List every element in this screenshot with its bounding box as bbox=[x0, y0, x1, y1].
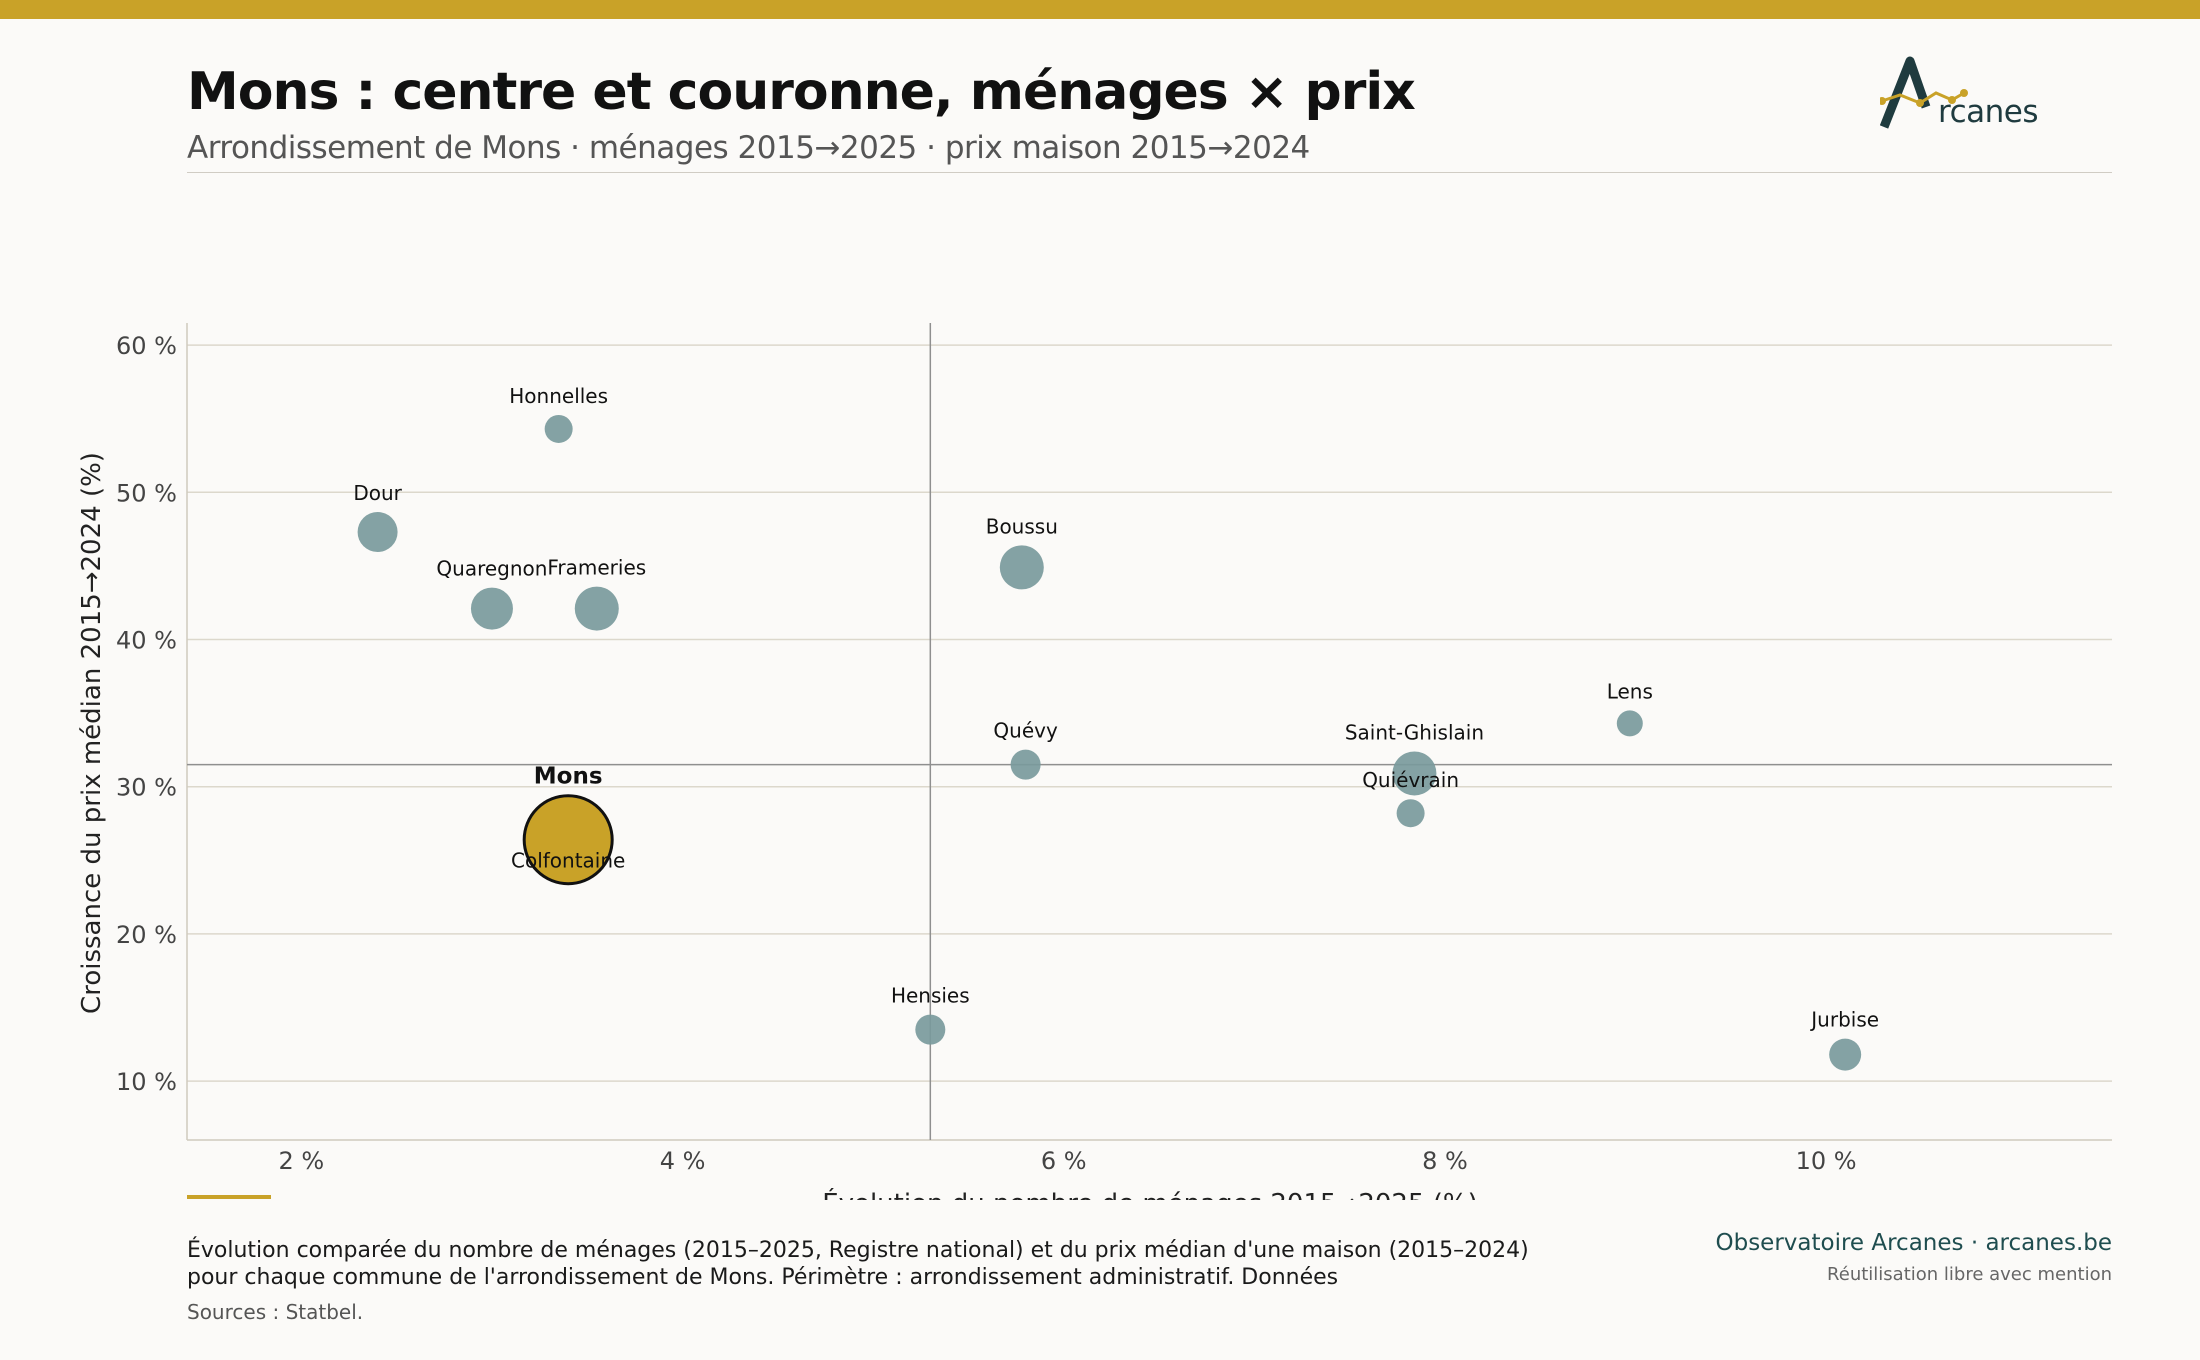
y-tick-label: 20 % bbox=[116, 921, 177, 949]
x-tick-label: 8 % bbox=[1422, 1147, 1468, 1175]
label-frameries: Frameries bbox=[547, 556, 646, 580]
point-labels: Honnelles Dour Quaregnon Frameries Boussu Qué… bbox=[353, 384, 1879, 1032]
point-honnelles bbox=[544, 414, 573, 443]
x-tick-label: 6 % bbox=[1041, 1147, 1087, 1175]
point-mons bbox=[522, 794, 614, 886]
label-qu-vy: Quévy bbox=[993, 719, 1058, 743]
x-tick-label: 10 % bbox=[1796, 1147, 1857, 1175]
header-divider bbox=[187, 172, 2112, 173]
page-subtitle: Arrondissement de Mons · ménages 2015→20… bbox=[187, 130, 1310, 166]
point-frameries bbox=[574, 586, 619, 631]
point-saint-ghislain bbox=[1392, 751, 1437, 796]
arcanes-logo-icon bbox=[1880, 56, 1968, 129]
point-dour bbox=[357, 512, 398, 553]
point-qu-vy bbox=[1010, 749, 1041, 780]
footer-accent-line bbox=[187, 1195, 271, 1199]
logo-wordmark: rcanes bbox=[1938, 94, 2038, 130]
label-quaregnon: Quaregnon bbox=[436, 557, 547, 581]
y-tick-label: 40 % bbox=[116, 626, 177, 654]
y-tick-label: 30 % bbox=[116, 774, 177, 802]
page-title: Mons : centre et couronne, ménages × pri… bbox=[187, 62, 1416, 122]
y-tick-label: 50 % bbox=[116, 479, 177, 507]
label-honnelles: Honnelles bbox=[509, 384, 608, 408]
point-hensies bbox=[915, 1014, 946, 1045]
scatter-chart: 10 %20 %30 %40 %50 %60 %2 % 4 % 6 % 8 % 10 %… bbox=[77, 323, 2112, 1200]
footer-sources: Sources : Statbel. bbox=[187, 1300, 364, 1324]
label-saint-ghislain: Saint-Ghislain bbox=[1345, 720, 1484, 744]
point-lens bbox=[1616, 710, 1643, 737]
x-tick-label: 4 % bbox=[660, 1147, 706, 1175]
label-lens: Lens bbox=[1607, 679, 1653, 703]
footer-note: Évolution comparée du nombre de ménages … bbox=[187, 1238, 1529, 1290]
footer-reuse-note: Réutilisation libre avec mention bbox=[1827, 1264, 2112, 1285]
point-quaregnon bbox=[470, 587, 513, 630]
point-jurbise bbox=[1829, 1038, 1862, 1071]
x-tick-label: 2 % bbox=[279, 1147, 325, 1175]
y-tick-label: 10 % bbox=[116, 1068, 177, 1096]
label-hensies: Hensies bbox=[891, 984, 970, 1008]
y-tick-label: 60 % bbox=[116, 332, 177, 360]
point-qui-vrain bbox=[1396, 799, 1425, 828]
label-boussu: Boussu bbox=[986, 514, 1058, 538]
top-accent-bar bbox=[0, 0, 2200, 19]
data-points bbox=[357, 414, 1862, 1071]
label-mons: Mons bbox=[534, 764, 603, 790]
grid-lines bbox=[187, 344, 2112, 1082]
point-boussu bbox=[999, 545, 1044, 590]
label-jurbise: Jurbise bbox=[1809, 1008, 1879, 1032]
label-qui-vrain: Quiévrain bbox=[1362, 768, 1459, 792]
axes: 10 % 20 % 30 % 40 % 50 % 60 % 2 % 4 % 6 % 8 % 10 % bbox=[116, 323, 2112, 1175]
reference-lines bbox=[187, 323, 2112, 1140]
y-axis-title: Croissance du prix médian 2015→2024 (%) bbox=[77, 452, 107, 1014]
label-dour: Dour bbox=[353, 481, 402, 505]
footer-brand: Observatoire Arcanes · arcanes.be bbox=[1715, 1230, 2112, 1256]
x-axis-title: Évolution du nombre de ménages 2015→2025… bbox=[822, 1187, 1478, 1200]
label-colfontaine: Colfontaine bbox=[511, 849, 625, 873]
